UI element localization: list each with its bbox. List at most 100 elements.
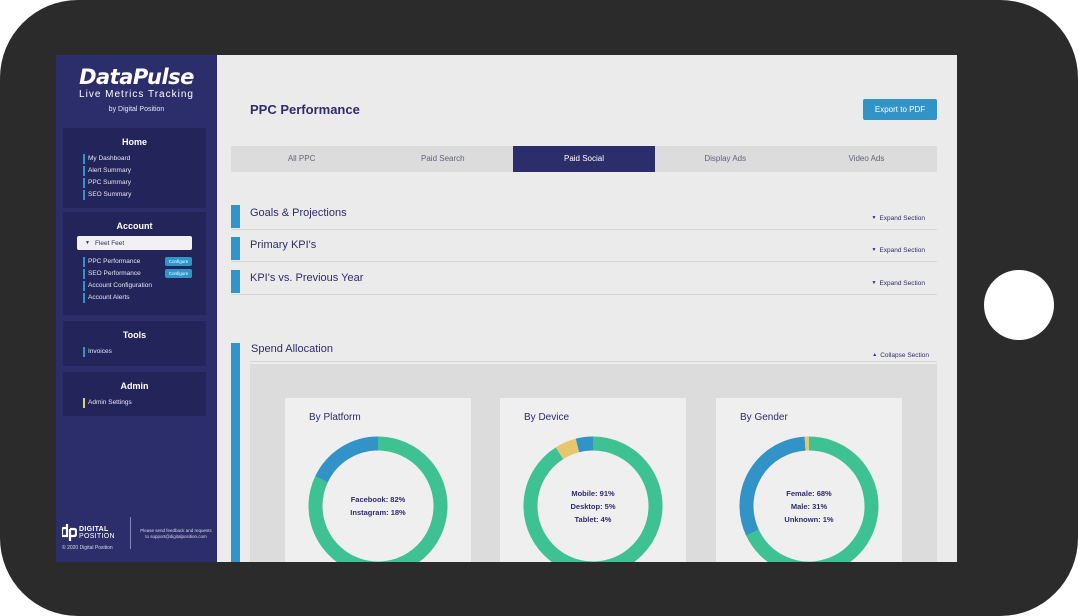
- chart-legend: Facebook: 82% Instagram: 18%: [308, 493, 448, 519]
- donut-slice-female: [746, 436, 879, 562]
- tab-paid-social[interactable]: Paid Social: [513, 146, 655, 172]
- section-accent-bar: [231, 270, 240, 293]
- triangle-down-icon: ▼: [871, 247, 877, 253]
- dp-logo-icon: [62, 524, 77, 541]
- triangle-down-icon: ▼: [871, 280, 877, 286]
- account-select[interactable]: ▼ Fleet Feet: [77, 236, 192, 250]
- toggle-label: Collapse Section: [880, 352, 929, 359]
- section-accent-bar: [231, 205, 240, 228]
- legend-mobile: Mobile: 91%: [571, 489, 615, 498]
- chart-title: By Platform: [309, 412, 361, 423]
- toggle-label: Expand Section: [879, 215, 925, 222]
- donut-chart-platform: [308, 436, 448, 562]
- toggle-label: Expand Section: [879, 247, 925, 254]
- expand-section-button[interactable]: ▼ Expand Section: [872, 280, 926, 287]
- tab-paid-search[interactable]: Paid Search: [421, 154, 465, 163]
- legend-tablet: Tablet: 4%: [574, 515, 612, 524]
- chart-title: By Device: [524, 412, 570, 423]
- donut-slice-tablet: [575, 436, 594, 453]
- account-select-value: Fleet Feet: [94, 240, 125, 247]
- nav-admin-settings[interactable]: Admin Settings: [83, 397, 206, 409]
- chart-legend: Female: 68% Male: 31% Unknown: 1%: [739, 487, 879, 526]
- donut-slice-desktop: [555, 438, 580, 460]
- section-spend-allocation: Spend Allocation ▲ Collapse Section By Pl…: [231, 343, 937, 562]
- brand-tagline: Live Metrics Tracking: [79, 89, 194, 100]
- chart-legend: Mobile: 91% Desktop: 5% Tablet: 4%: [523, 487, 663, 526]
- main-content: PPC Performance Export to PDF All PPC Pa…: [217, 55, 957, 562]
- donut-chart-gender: [739, 436, 879, 562]
- configure-ppc-button[interactable]: Configure: [165, 257, 192, 266]
- export-pdf-button[interactable]: Export to PDF: [863, 99, 937, 120]
- brand-logo[interactable]: DataPulse: [79, 65, 194, 89]
- legend-unknown: Unknown: 1%: [784, 515, 834, 524]
- tools-panel: Tools Invoices: [63, 321, 206, 366]
- legend-desktop: Desktop: 5%: [570, 502, 616, 511]
- ppc-tabs: All PPC Paid Search Paid Social Display …: [231, 146, 937, 172]
- tools-title: Tools: [122, 330, 147, 340]
- expand-section-button[interactable]: ▼ Expand Section: [872, 215, 926, 222]
- section-title: Primary KPI's: [250, 239, 317, 251]
- chart-title: By Gender: [740, 412, 788, 423]
- home-title: Home: [121, 137, 147, 147]
- nav-ppc-performance-label: PPC Performance: [88, 258, 141, 265]
- triangle-up-icon: ▲: [872, 352, 878, 358]
- configure-seo-button[interactable]: Configure: [165, 269, 192, 278]
- triangle-down-icon: ▼: [871, 215, 877, 221]
- legend-instagram: Instagram: 18%: [350, 508, 406, 517]
- section-title: Spend Allocation: [251, 343, 333, 355]
- section-kpis-vs-previous-year: KPI's vs. Previous Year ▼ Expand Section: [231, 270, 937, 295]
- section-accent-bar: [231, 237, 240, 260]
- sidebar-footer: DIGITAL POSITION © 2020 Digital Position…: [56, 517, 217, 553]
- footer-divider: [130, 517, 131, 549]
- nav-invoices[interactable]: Invoices: [83, 346, 206, 358]
- nav-account-configuration[interactable]: Account Configuration: [83, 280, 206, 292]
- account-title: Account: [116, 221, 153, 231]
- section-title: Goals & Projections: [250, 207, 347, 219]
- tab-display-ads[interactable]: Display Ads: [704, 154, 747, 163]
- brand-byline: by Digital Position: [108, 106, 165, 113]
- screen: DataPulse Live Metrics Tracking by Digit…: [56, 55, 957, 562]
- expand-section-button[interactable]: ▼ Expand Section: [872, 247, 926, 254]
- nav-alert-summary[interactable]: Alert Summary: [83, 165, 206, 177]
- admin-title: Admin: [120, 381, 149, 391]
- chart-card-by-gender: By Gender Female: 68% Male: 31% Unknown:…: [716, 398, 902, 562]
- collapse-section-button[interactable]: ▲ Collapse Section: [872, 352, 929, 359]
- tab-video-ads[interactable]: Video Ads: [848, 154, 885, 163]
- nav-seo-performance-label: SEO Performance: [88, 270, 141, 277]
- toggle-label: Expand Section: [879, 280, 925, 287]
- donut-slice-male: [739, 436, 806, 536]
- chart-card-by-device: By Device Mobile: 91% Desktop: 5% Tablet…: [500, 398, 686, 562]
- nav-my-dashboard[interactable]: My Dashboard: [83, 153, 206, 165]
- footer-copyright: © 2020 Digital Position: [62, 545, 113, 551]
- section-primary-kpis: Primary KPI's ▼ Expand Section: [231, 237, 937, 262]
- brand: DataPulse Live Metrics Tracking by Digit…: [56, 64, 217, 115]
- section-accent-bar: [231, 343, 240, 562]
- donut-chart-device: [523, 436, 663, 562]
- sidebar: DataPulse Live Metrics Tracking by Digit…: [56, 55, 217, 562]
- account-panel: Account ▼ Fleet Feet PPC Performance Confi…: [63, 212, 206, 315]
- tab-all-ppc[interactable]: All PPC: [287, 154, 316, 163]
- spend-charts-area: By Platform Facebook: 82% Instagram: 18%…: [250, 364, 937, 562]
- nav-account-alerts[interactable]: Account Alerts: [83, 292, 206, 304]
- legend-facebook: Facebook: 82%: [350, 495, 406, 504]
- footer-brand-line1: DIGITAL: [79, 526, 109, 533]
- legend-female: Female: 68%: [786, 489, 832, 498]
- chart-card-by-platform: By Platform Facebook: 82% Instagram: 18%: [285, 398, 471, 562]
- donut-slice-instagram: [315, 436, 379, 483]
- tablet-home-button[interactable]: [984, 270, 1054, 340]
- donut-slice-mobile: [523, 436, 663, 562]
- nav-seo-summary[interactable]: SEO Summary: [83, 189, 206, 201]
- footer-brand-line2: POSITION: [79, 533, 115, 540]
- nav-seo-performance[interactable]: SEO Performance Configure: [83, 268, 206, 280]
- section-goals: Goals & Projections ▼ Expand Section: [231, 205, 937, 230]
- nav-ppc-performance[interactable]: PPC Performance Configure: [83, 256, 206, 268]
- section-title: KPI's vs. Previous Year: [250, 272, 364, 284]
- section-divider: [250, 361, 937, 362]
- footer-support-note: Please send feedback and requests to sup…: [140, 528, 212, 539]
- nav-ppc-summary[interactable]: PPC Summary: [83, 177, 206, 189]
- page-title: PPC Performance: [250, 102, 360, 117]
- caret-down-icon: ▼: [85, 240, 90, 246]
- admin-panel: Admin Admin Settings: [63, 372, 206, 416]
- legend-male: Male: 31%: [790, 502, 828, 511]
